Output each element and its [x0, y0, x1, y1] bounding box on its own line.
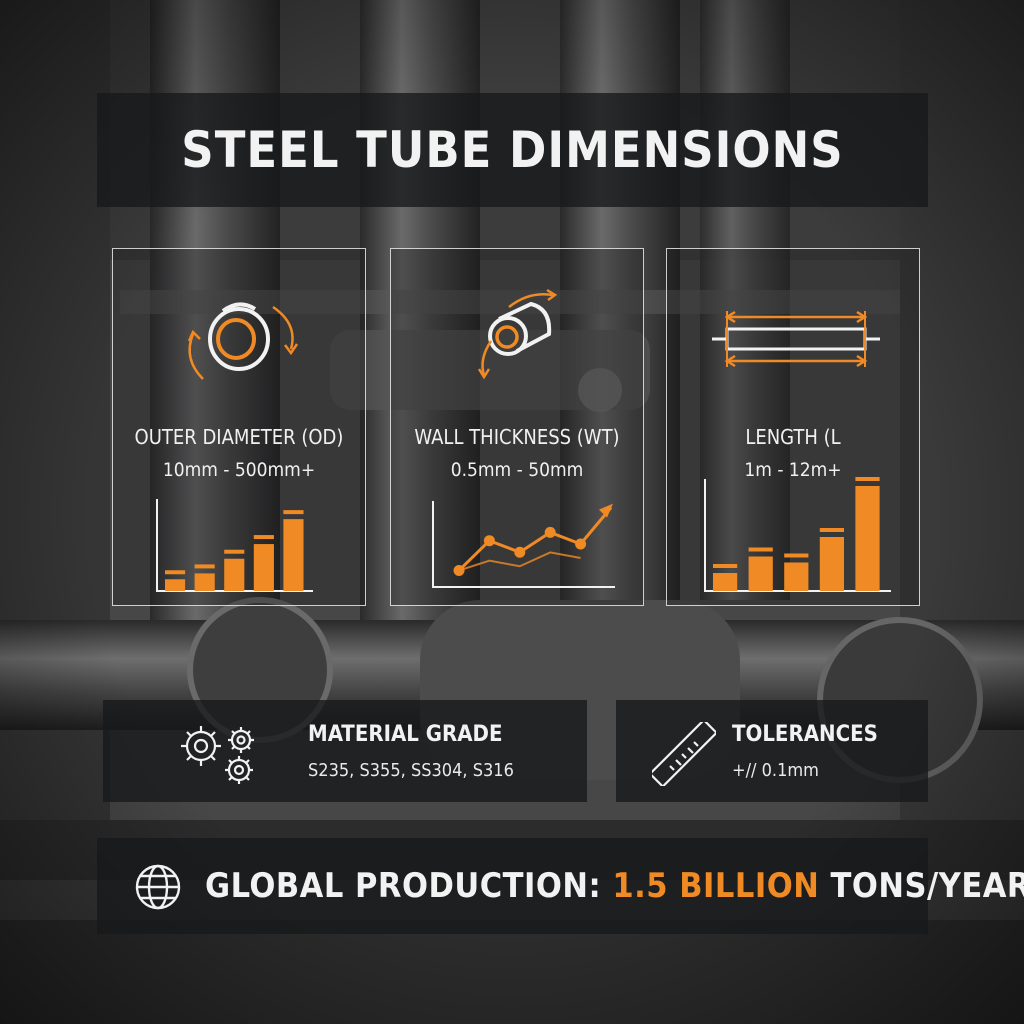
chart-bar-cap — [713, 564, 738, 568]
chart-bar — [784, 562, 809, 591]
chart-point — [575, 538, 587, 550]
chart-bar — [748, 556, 773, 591]
tube-angled-icon — [477, 288, 558, 380]
card-label: LENGTH (L — [745, 425, 841, 449]
chart-bar — [224, 558, 245, 591]
card-wall-thickness-graphics — [432, 288, 615, 588]
chart-bar — [855, 486, 880, 591]
chart-bar — [253, 544, 274, 591]
card-label: WALL THICKNESS (WT) — [414, 425, 620, 449]
global-production-text: GLOBAL PRODUCTION: 1.5 BILLION TONS/YEAR — [205, 866, 1024, 906]
chart-bar-cap — [855, 477, 880, 481]
chart-point — [514, 546, 526, 558]
chart-bar-cap — [748, 547, 773, 552]
wt-line-chart — [432, 501, 615, 588]
material-grade-heading: MATERIAL GRADE — [308, 722, 503, 747]
chart-bar — [194, 573, 215, 591]
tolerances-panel: TOLERANCES +// 0.1mm — [616, 700, 928, 802]
chart-arrow-head — [599, 503, 613, 518]
length-measure-icon — [712, 310, 880, 368]
production-suffix: TONS/YEAR — [830, 866, 1024, 906]
ruler-icon — [652, 722, 716, 786]
chart-bar-cap — [224, 549, 245, 554]
card-value: 0.5mm - 50mm — [450, 459, 584, 481]
card-outer-diameter: OUTER DIAMETER (OD) 10mm - 500mm+ — [112, 248, 366, 606]
tube-rotation-icon — [187, 302, 299, 380]
chart-bar-cap — [283, 510, 304, 515]
global-production-banner: GLOBAL PRODUCTION: 1.5 BILLION TONS/YEAR — [97, 838, 1024, 934]
chart-axis — [432, 501, 615, 588]
chart-bar — [819, 537, 845, 591]
chart-series-line — [457, 506, 613, 572]
chart-bar-cap — [784, 553, 809, 558]
chart-bar — [713, 573, 738, 591]
globe-icon — [135, 864, 181, 910]
chart-point — [453, 564, 465, 576]
card-length: LENGTH (L 1m - 12m+ — [666, 248, 920, 606]
production-prefix: GLOBAL PRODUCTION: — [205, 866, 602, 906]
chart-bar-cap — [165, 570, 186, 575]
chart-bar — [165, 579, 186, 591]
chart-bar-cap — [819, 528, 845, 532]
card-wall-thickness: WALL THICKNESS (WT) 0.5mm - 50mm — [390, 248, 644, 606]
material-grade-panel: MATERIAL GRADE S235, S355, SS304, S316 — [103, 700, 587, 802]
card-outer-diameter-graphics — [156, 302, 313, 592]
chart-point — [544, 526, 556, 538]
material-grade-value: S235, S355, SS304, S316 — [308, 760, 514, 781]
chart-bar — [283, 519, 304, 591]
page-title: STEEL TUBE DIMENSIONS — [181, 121, 844, 179]
chart-bar-cap — [253, 535, 274, 540]
od-bar-chart — [156, 499, 313, 592]
gears-icon — [181, 726, 254, 784]
card-value: 10mm - 500mm+ — [162, 459, 316, 481]
tolerances-heading: TOLERANCES — [732, 722, 878, 747]
chart-bar-cap — [194, 564, 215, 569]
chart-point — [483, 535, 495, 547]
chart-secondary-line — [458, 551, 581, 572]
card-length-graphics — [704, 310, 891, 592]
title-banner: STEEL TUBE DIMENSIONS — [97, 93, 928, 207]
card-label: OUTER DIAMETER (OD) — [134, 425, 344, 449]
card-value: 1m - 12m+ — [744, 459, 842, 481]
production-highlight: 1.5 BILLION — [612, 866, 820, 906]
tolerances-value: +// 0.1mm — [732, 760, 819, 781]
length-bar-chart — [704, 477, 891, 592]
